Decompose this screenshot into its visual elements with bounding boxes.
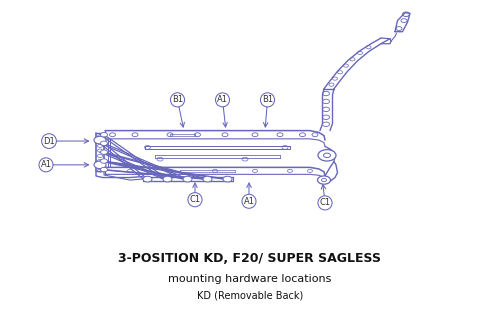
Circle shape xyxy=(100,133,107,137)
Text: 3-POSITION KD, F20/ SUPER SAGLESS: 3-POSITION KD, F20/ SUPER SAGLESS xyxy=(118,252,382,265)
Circle shape xyxy=(223,176,232,182)
Circle shape xyxy=(94,161,106,169)
Text: mounting hardware locations: mounting hardware locations xyxy=(168,274,332,284)
Circle shape xyxy=(100,150,107,154)
Text: D1: D1 xyxy=(43,137,55,146)
Text: A1: A1 xyxy=(244,197,254,206)
Circle shape xyxy=(94,136,106,144)
Circle shape xyxy=(100,167,107,172)
Circle shape xyxy=(203,176,212,182)
Circle shape xyxy=(100,141,107,146)
Text: C1: C1 xyxy=(320,198,330,207)
Circle shape xyxy=(318,150,336,161)
Circle shape xyxy=(318,176,330,184)
Text: KD (Removable Back): KD (Removable Back) xyxy=(197,290,303,301)
Circle shape xyxy=(143,176,152,182)
Text: A1: A1 xyxy=(40,160,52,169)
Text: A1: A1 xyxy=(217,95,228,104)
Circle shape xyxy=(100,159,107,163)
Circle shape xyxy=(183,176,192,182)
Text: B1: B1 xyxy=(262,95,273,104)
Text: B1: B1 xyxy=(172,95,183,104)
Circle shape xyxy=(163,176,172,182)
Text: C1: C1 xyxy=(190,195,200,204)
